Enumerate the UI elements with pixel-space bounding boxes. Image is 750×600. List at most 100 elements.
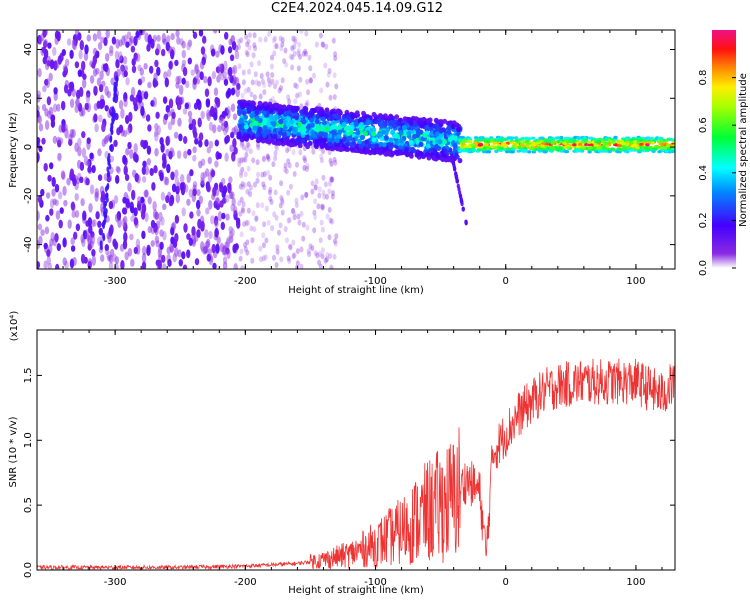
heatmap-cell bbox=[446, 157, 452, 163]
heatmap-cell bbox=[241, 184, 245, 191]
heatmap-cell bbox=[120, 128, 125, 137]
heatmap-cell bbox=[210, 105, 215, 116]
heatmap-cell bbox=[91, 249, 96, 257]
heatmap-cell bbox=[277, 130, 283, 136]
heatmap-cell bbox=[271, 37, 276, 44]
heatmap-cell bbox=[229, 54, 235, 62]
heatmap-cell bbox=[565, 136, 570, 140]
heatmap-cell bbox=[266, 139, 272, 145]
heatmap-cell bbox=[516, 140, 521, 144]
heatmap-cell bbox=[418, 150, 424, 156]
heatmap-cell bbox=[109, 155, 115, 163]
heatmap-cell bbox=[299, 263, 304, 269]
heatmap-cell bbox=[197, 117, 202, 128]
heatmap-cell bbox=[140, 105, 145, 117]
heatmap-cell bbox=[133, 207, 138, 217]
heatmap-cell bbox=[382, 122, 387, 128]
heatmap-cell bbox=[121, 35, 126, 46]
heatmap-cell bbox=[273, 189, 278, 196]
x-tick-label: -100 bbox=[364, 577, 387, 588]
heatmap-cell bbox=[603, 141, 609, 146]
heatmap-cell bbox=[188, 116, 193, 125]
heatmap-cell bbox=[79, 86, 84, 98]
heatmap-cell bbox=[95, 67, 100, 75]
heatmap-cell bbox=[86, 34, 92, 42]
heatmap-cell bbox=[290, 54, 295, 61]
heatmap-cell bbox=[228, 66, 233, 77]
heatmap-cell bbox=[665, 144, 670, 148]
heatmap-cell bbox=[300, 138, 306, 144]
heatmap-cell bbox=[388, 119, 394, 125]
top-y-axis: -40 -20 0 20 40 bbox=[23, 43, 675, 253]
heatmap-cell bbox=[261, 242, 266, 249]
heatmap-cell bbox=[518, 137, 523, 142]
heatmap-cell bbox=[273, 114, 279, 120]
heatmap-cell bbox=[220, 45, 225, 55]
heatmap-cell bbox=[162, 38, 167, 45]
heatmap-cell bbox=[52, 46, 57, 56]
heatmap-cell bbox=[307, 54, 312, 61]
heatmap-cell bbox=[327, 68, 332, 74]
heatmap-cell bbox=[181, 77, 186, 85]
heatmap-cell bbox=[105, 134, 110, 143]
heatmap-cell bbox=[324, 107, 330, 113]
heatmap-cell bbox=[76, 159, 82, 170]
heatmap-cell bbox=[251, 157, 256, 164]
heatmap-cell bbox=[92, 47, 98, 56]
heatmap-cell bbox=[130, 86, 136, 97]
heatmap-cell bbox=[49, 208, 54, 216]
heatmap-cell bbox=[150, 240, 155, 247]
heatmap-cell bbox=[109, 144, 112, 151]
heatmap-cell bbox=[239, 196, 244, 203]
heatmap-cell bbox=[110, 122, 114, 129]
heatmap-cell bbox=[646, 146, 651, 150]
heatmap-cell bbox=[200, 46, 206, 55]
heatmap-cell bbox=[195, 98, 201, 106]
heatmap-cell bbox=[492, 141, 497, 145]
heatmap-cell bbox=[294, 197, 299, 204]
heatmap-cell bbox=[162, 203, 167, 211]
heatmap-cell bbox=[277, 229, 281, 236]
heatmap-cell bbox=[114, 112, 119, 121]
heatmap-cell bbox=[135, 238, 141, 249]
heatmap-cell bbox=[311, 108, 317, 114]
heatmap-cell bbox=[98, 227, 104, 236]
heatmap-cell bbox=[248, 148, 253, 155]
heatmap-cell bbox=[503, 144, 508, 148]
heatmap-cell bbox=[111, 106, 115, 113]
heatmap-cell bbox=[159, 241, 164, 250]
heatmap-cell bbox=[45, 214, 50, 222]
heatmap-cell bbox=[234, 50, 240, 60]
heatmap-cell bbox=[109, 135, 113, 142]
heatmap-cell bbox=[114, 92, 117, 99]
heatmap-cell bbox=[265, 129, 270, 135]
heatmap-cell bbox=[82, 210, 87, 221]
heatmap-cell bbox=[70, 237, 75, 245]
heatmap-cell bbox=[228, 38, 233, 46]
heatmap-cell bbox=[670, 149, 675, 154]
heatmap-cell bbox=[587, 150, 592, 154]
heatmap-cell bbox=[262, 156, 267, 163]
heatmap-cell bbox=[238, 210, 243, 217]
heatmap-cell bbox=[303, 110, 309, 116]
heatmap-cell bbox=[258, 245, 263, 252]
heatmap-cell bbox=[498, 138, 503, 142]
heatmap-cell bbox=[323, 257, 328, 264]
heatmap-cell bbox=[206, 253, 211, 262]
heatmap-cell bbox=[304, 191, 309, 198]
heatmap-cell bbox=[626, 145, 631, 149]
heatmap-cell bbox=[133, 246, 138, 255]
heatmap-cell bbox=[38, 35, 43, 45]
heatmap-cell bbox=[213, 87, 219, 96]
heatmap-cell bbox=[240, 265, 245, 269]
heatmap-cell bbox=[228, 176, 233, 184]
heatmap-cell bbox=[262, 184, 267, 191]
heatmap-cell bbox=[434, 131, 440, 137]
heatmap-cell bbox=[254, 132, 260, 138]
heatmap-cell bbox=[354, 110, 360, 116]
heatmap-cell bbox=[286, 255, 291, 262]
heatmap-cell bbox=[280, 77, 285, 84]
heatmap-cell bbox=[286, 110, 292, 116]
heatmap-cell bbox=[100, 195, 105, 203]
